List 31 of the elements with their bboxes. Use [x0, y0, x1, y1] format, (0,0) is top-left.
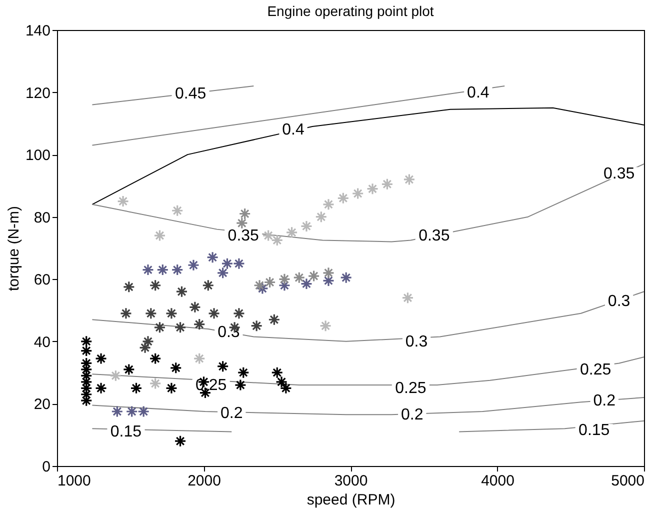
y-tick-label: 120	[25, 84, 50, 102]
x-tick-label: 3000	[334, 472, 368, 490]
y-axis-title: torque (N-m)	[5, 206, 22, 292]
x-tick-label: 4000	[481, 472, 514, 490]
x-axis-title: speed (RPM)	[306, 492, 396, 508]
x-tick-label: 2000	[188, 472, 221, 490]
y-tick-label: 40	[34, 334, 50, 351]
annotation: 0.2	[593, 392, 616, 410]
annotation: 0.35	[418, 228, 450, 245]
y-tick-label: 0	[42, 458, 50, 476]
annotation: 0.15	[110, 424, 142, 441]
annotation: 0.35	[603, 165, 635, 182]
annotation: 0.4	[467, 84, 490, 102]
x-tick-label: 5000	[611, 472, 644, 490]
y-tick-label: 100	[25, 147, 50, 164]
y-tick-label: 140	[25, 22, 50, 40]
chart-title: Engine operating point plot	[267, 3, 434, 19]
annotation: 0.25	[395, 380, 426, 398]
annotation: 0.45	[174, 86, 206, 103]
y-tick-label: 80	[34, 209, 50, 226]
annotation: 0.35	[228, 228, 260, 245]
annotation: 0.15	[578, 422, 610, 440]
y-tick-label: 60	[34, 272, 50, 289]
annotation: 0.2	[220, 405, 243, 422]
annotation: 0.3	[405, 333, 428, 350]
y-tick-label: 20	[34, 396, 50, 414]
annotation: 0.2	[401, 406, 424, 424]
annotation: 0.25	[580, 361, 612, 378]
x-tick-label: 1000	[58, 472, 91, 490]
annotation: 0.3	[608, 292, 630, 310]
annotation: 0.4	[282, 122, 304, 139]
